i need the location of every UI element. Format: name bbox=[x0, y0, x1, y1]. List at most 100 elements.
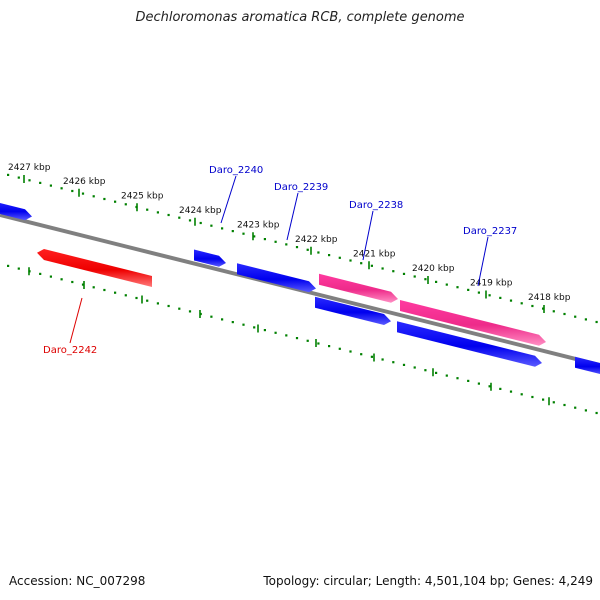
gene-arrow[interactable] bbox=[397, 321, 542, 367]
track-dot bbox=[424, 278, 427, 281]
track-dot bbox=[306, 339, 309, 342]
track-dot bbox=[392, 361, 395, 364]
track-dot bbox=[92, 195, 95, 198]
kbp-tick-label: 2425 kbp bbox=[121, 191, 164, 201]
track-dot bbox=[392, 270, 395, 273]
track-dot bbox=[81, 283, 85, 286]
track-dot bbox=[92, 286, 95, 289]
track-dot bbox=[360, 262, 363, 265]
track-dot bbox=[253, 235, 256, 238]
track-dot bbox=[295, 337, 299, 340]
track-dot bbox=[338, 347, 341, 350]
track-dot bbox=[285, 243, 288, 246]
track-dot bbox=[295, 246, 299, 249]
gene-label-leader bbox=[69, 297, 83, 344]
track-dot bbox=[199, 221, 202, 225]
track-dot bbox=[488, 294, 491, 297]
kbp-tick-group: 2427 kbp 2426 kbp 2425 kbp 2424 kbp 2423 kbp… bbox=[8, 163, 571, 406]
track-dot bbox=[231, 321, 234, 324]
track-dot bbox=[402, 272, 406, 275]
track-dot bbox=[49, 184, 52, 187]
gene-label[interactable]: Daro_2238 bbox=[349, 200, 403, 211]
track-dot bbox=[456, 286, 459, 289]
track-dot bbox=[71, 280, 74, 284]
gene-label[interactable]: Daro_2242 bbox=[43, 345, 97, 356]
gene-arrow[interactable] bbox=[319, 273, 398, 303]
track-dot bbox=[210, 315, 213, 318]
track-dot bbox=[531, 395, 534, 399]
track-dot bbox=[221, 227, 224, 230]
gene-label-leader bbox=[220, 175, 237, 224]
track-dot bbox=[563, 312, 566, 316]
track-dot bbox=[306, 248, 309, 251]
track-dot bbox=[509, 299, 513, 302]
track-dot bbox=[188, 310, 192, 313]
track-dot bbox=[156, 302, 159, 305]
track-dot bbox=[445, 283, 448, 286]
track-dot bbox=[114, 200, 117, 203]
gene-label-leader bbox=[362, 210, 374, 261]
track-dot bbox=[413, 275, 416, 278]
track-dot bbox=[520, 393, 523, 396]
track-dot bbox=[370, 264, 373, 267]
gene-label[interactable]: Daro_2240 bbox=[209, 165, 263, 176]
track-dot bbox=[584, 409, 587, 412]
track-dot bbox=[552, 401, 555, 404]
track-dot bbox=[71, 189, 74, 193]
track-dot bbox=[221, 318, 224, 321]
kbp-tick-label: 2420 kbp bbox=[412, 264, 455, 274]
gene-arrow[interactable] bbox=[400, 300, 546, 346]
track-dot bbox=[509, 390, 513, 393]
kbp-tick-label: 2418 kbp bbox=[528, 293, 571, 303]
gene-arrow[interactable] bbox=[315, 296, 391, 325]
track-dot bbox=[274, 331, 277, 334]
track-dot bbox=[574, 406, 577, 409]
gene-label[interactable]: Daro_2237 bbox=[463, 226, 517, 237]
track-dot bbox=[135, 296, 138, 300]
gene-arrow[interactable] bbox=[0, 201, 32, 221]
track-dot bbox=[60, 187, 63, 190]
track-dot bbox=[124, 203, 127, 206]
track-dot bbox=[435, 280, 438, 283]
track-dot bbox=[542, 398, 545, 401]
gene-arrow[interactable] bbox=[37, 249, 152, 287]
gene-arrow[interactable] bbox=[575, 356, 600, 375]
track-dot bbox=[381, 267, 384, 270]
track-dot bbox=[103, 288, 106, 292]
gene-arrow[interactable] bbox=[237, 263, 316, 293]
track-dot bbox=[156, 211, 159, 214]
track-dot bbox=[370, 355, 373, 358]
track-dot bbox=[17, 267, 20, 270]
kbp-tick-label: 2419 kbp bbox=[470, 279, 513, 289]
track-dot bbox=[60, 278, 63, 281]
track-dot bbox=[402, 363, 406, 366]
track-dot bbox=[231, 230, 234, 233]
gene-label-leader bbox=[477, 236, 489, 287]
track-dot bbox=[542, 307, 545, 310]
track-dot bbox=[103, 197, 106, 201]
track-dot bbox=[178, 216, 181, 219]
gene-label[interactable]: Daro_2239 bbox=[274, 182, 328, 193]
track-dot bbox=[317, 251, 320, 254]
track-dot bbox=[263, 238, 266, 241]
gene-arrow[interactable] bbox=[194, 249, 226, 267]
track-dot bbox=[7, 173, 10, 176]
accession-text: Accession: NC_007298 bbox=[9, 574, 146, 588]
track-dot bbox=[467, 288, 470, 291]
kbp-tick-label: 2422 kbp bbox=[295, 235, 338, 245]
track-dot bbox=[17, 176, 20, 179]
track-dot bbox=[328, 345, 331, 348]
track-dot bbox=[595, 320, 598, 324]
track-dot bbox=[349, 350, 352, 353]
track-dot bbox=[477, 291, 480, 294]
track-dot bbox=[456, 377, 459, 380]
track-dot bbox=[210, 224, 213, 227]
track-dot bbox=[167, 304, 170, 308]
genome-summary-text: Topology: circular; Length: 4,501,104 bp… bbox=[263, 574, 593, 588]
track-dot bbox=[381, 358, 384, 361]
track-dot bbox=[360, 353, 363, 356]
track-dot bbox=[7, 264, 10, 267]
track-dot bbox=[477, 382, 480, 385]
track-dot bbox=[349, 259, 352, 262]
